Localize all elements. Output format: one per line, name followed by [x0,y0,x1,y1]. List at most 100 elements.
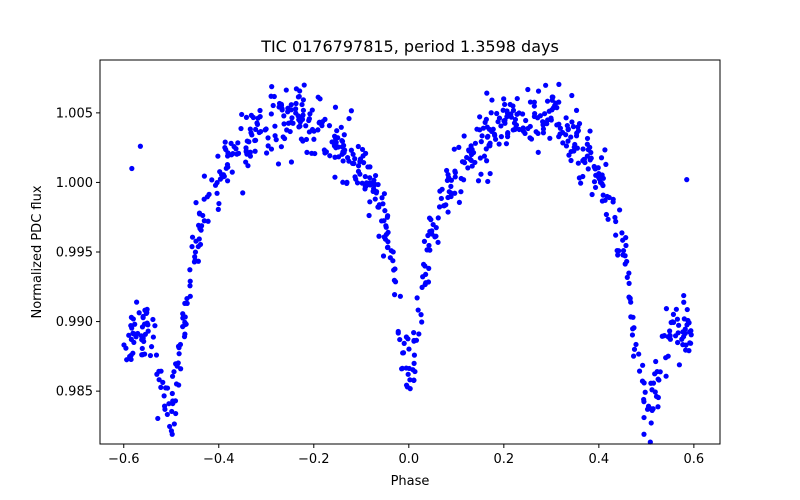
data-point [636,368,643,374]
data-point [184,295,190,302]
data-point [205,218,211,224]
data-point [167,423,173,430]
data-point [148,344,155,350]
data-point [169,408,175,415]
data-point [270,102,276,109]
data-point [406,346,412,352]
data-point [655,404,661,410]
data-point [161,393,167,399]
data-point [130,316,136,322]
data-point [559,129,566,136]
data-point [513,122,520,128]
data-point [676,322,682,328]
data-point [477,114,483,120]
data-point [428,217,434,223]
data-point [682,326,688,332]
data-point [686,320,692,326]
data-point [397,336,403,343]
data-point [247,149,253,155]
data-point [407,377,413,383]
data-point [316,120,322,126]
data-point [627,295,633,301]
data-point [214,180,220,186]
data-point [628,299,634,305]
data-point [357,171,363,177]
data-point [355,143,361,150]
x-tick-label: 0.0 [398,452,419,467]
data-point [352,174,358,180]
data-point [469,163,475,169]
data-point [192,249,199,255]
data-point [193,200,199,206]
data-point [288,119,294,125]
data-point [367,182,373,188]
data-point [385,213,391,219]
data-point [542,111,548,117]
data-point [367,175,373,181]
data-point [411,330,417,336]
data-point [134,299,140,305]
data-point [323,149,329,155]
data-point [281,113,287,119]
data-point [404,384,410,390]
data-point [680,334,687,340]
data-point [206,191,212,197]
data-point [592,184,599,191]
data-point [171,421,177,427]
data-point [688,332,694,338]
data-point [452,174,458,180]
data-point [533,129,539,135]
data-point [472,140,479,146]
data-point [580,173,586,180]
data-point [500,107,506,113]
data-point [397,293,403,299]
data-point [486,126,493,132]
data-point [380,253,387,259]
data-point [243,114,250,120]
x-tick-label: −0.2 [298,452,330,467]
data-point [540,119,546,125]
data-point [243,159,249,165]
data-point [668,319,674,326]
data-point [663,306,670,312]
data-point [563,143,570,149]
data-point [255,115,261,121]
data-point [433,233,439,239]
data-point [628,314,634,320]
x-tick-label: 0.4 [589,452,610,467]
data-point [336,154,342,160]
data-point [281,121,287,127]
data-point [145,322,151,328]
data-point [411,360,417,366]
data-point [667,328,673,334]
data-point [287,128,293,135]
data-point [307,111,313,117]
data-point [160,379,166,385]
data-point [573,107,580,113]
data-point [142,331,148,337]
y-tick-label: 1.000 [56,176,93,191]
data-point [363,150,369,156]
data-point [269,84,275,90]
data-point [622,261,628,267]
data-point [238,125,244,132]
data-point [173,381,180,387]
data-point [271,93,277,100]
data-point [413,337,420,343]
data-point [565,127,571,133]
data-point [600,192,606,198]
data-point [563,115,569,121]
data-point [436,204,443,210]
data-point [603,161,609,168]
data-point [525,125,531,132]
data-point [461,133,467,139]
data-point [152,323,158,329]
data-point [676,362,682,368]
data-point [387,255,393,261]
data-point [223,165,229,171]
data-point [488,110,494,116]
data-point [235,150,242,156]
data-point [332,104,339,110]
data-point [175,343,182,349]
data-point [295,113,301,119]
